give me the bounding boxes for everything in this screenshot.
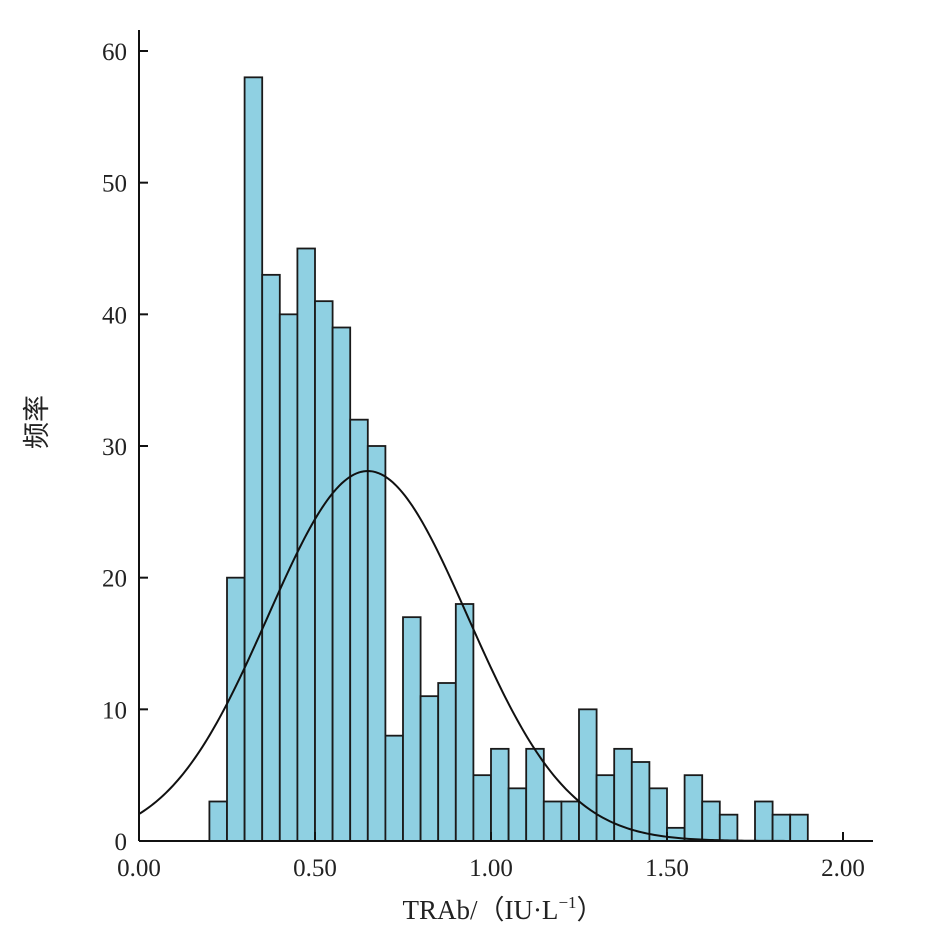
histogram-bar xyxy=(560,800,580,842)
histogram-bar xyxy=(437,682,457,842)
histogram-bar xyxy=(419,695,440,842)
bars-group xyxy=(208,76,809,842)
x-tick-label: 2.00 xyxy=(821,855,865,882)
y-ticks-group: 0 10 20 30 40 50 60 xyxy=(102,39,148,856)
histogram-bar xyxy=(595,774,616,842)
histogram-bar xyxy=(507,787,528,842)
histogram-bar xyxy=(384,734,404,842)
histogram-bar xyxy=(683,774,704,842)
histogram-bar xyxy=(630,761,651,842)
histogram-bar xyxy=(226,576,246,842)
histogram-bar xyxy=(789,813,809,842)
y-tick-label: 10 xyxy=(102,697,127,724)
y-tick-label: 40 xyxy=(102,302,127,329)
histogram-bar xyxy=(525,747,545,842)
x-axis-title: TRAb/（IU·L−1） xyxy=(402,893,603,925)
x-tick-label: 1.00 xyxy=(469,855,513,882)
histogram-bar xyxy=(771,813,792,842)
x-tick-label: 1.50 xyxy=(645,855,689,882)
histogram-bar xyxy=(578,708,598,842)
histogram-bar xyxy=(490,747,510,842)
y-tick-label: 0 xyxy=(115,829,128,856)
histogram-bar xyxy=(261,273,281,842)
y-tick-label: 50 xyxy=(102,171,127,198)
x-axis-title-superscript: −1 xyxy=(558,893,576,912)
histogram-bar xyxy=(648,787,668,842)
axes-group xyxy=(138,30,873,842)
histogram-bar xyxy=(366,445,387,842)
histogram-bar xyxy=(701,800,721,842)
x-tick-label: 0.50 xyxy=(293,855,337,882)
histogram-bar xyxy=(243,76,264,842)
y-tick-label: 20 xyxy=(102,566,127,593)
histogram-bar xyxy=(754,800,774,842)
y-tick-label: 30 xyxy=(102,434,127,461)
y-tick-label: 60 xyxy=(102,39,127,66)
histogram-bar xyxy=(472,774,492,842)
histogram-bar xyxy=(208,800,228,842)
histogram-bar xyxy=(349,418,369,842)
histogram-bar xyxy=(454,603,475,842)
histogram-bar xyxy=(542,800,563,842)
histogram-bar xyxy=(331,326,352,842)
histogram-bar xyxy=(278,313,299,842)
x-axis-title-main: TRAb/（IU·L xyxy=(402,895,558,925)
x-ticks-group: 0.00 0.50 1.00 1.50 2.00 xyxy=(117,832,865,882)
x-tick-label: 0.00 xyxy=(117,855,161,882)
histogram-bar xyxy=(718,813,739,842)
y-axis-title: 频率 xyxy=(22,395,53,449)
histogram-bar xyxy=(402,616,422,842)
histogram-bar xyxy=(314,300,334,842)
x-axis-title-close: ） xyxy=(577,895,604,925)
